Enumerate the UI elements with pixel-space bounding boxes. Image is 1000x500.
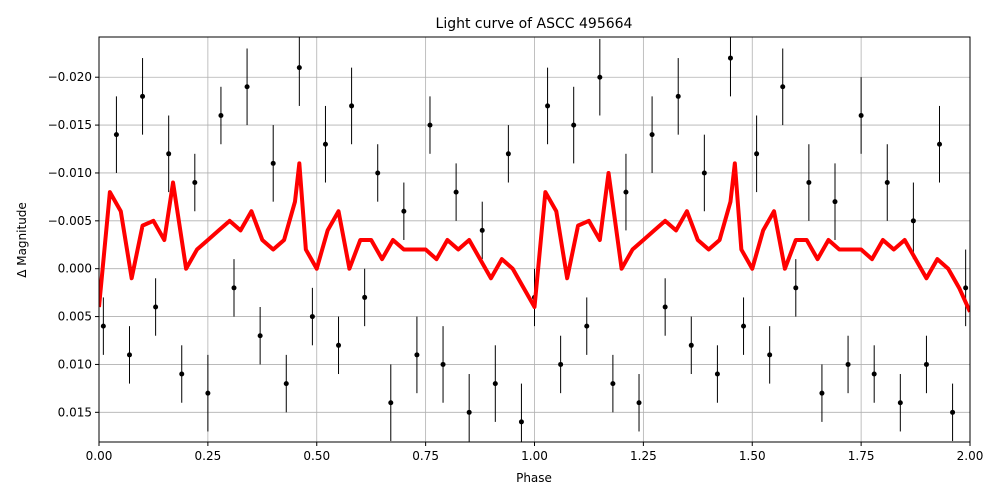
data-point <box>741 323 747 329</box>
data-point <box>571 122 577 128</box>
y-tick-label: −0.010 <box>48 166 92 180</box>
data-point <box>479 227 485 233</box>
data-point <box>153 304 159 310</box>
data-point <box>218 113 224 119</box>
data-point <box>244 84 250 90</box>
data-point <box>362 294 368 300</box>
data-point <box>545 103 551 109</box>
data-point <box>819 390 825 396</box>
data-point <box>649 132 655 138</box>
data-point <box>701 170 707 176</box>
x-tick-label: 2.00 <box>957 449 984 463</box>
y-tick-label: −0.005 <box>48 214 92 228</box>
y-tick-label: 0.015 <box>58 405 92 419</box>
data-point <box>923 361 929 367</box>
x-tick-label: 1.50 <box>739 449 766 463</box>
data-point <box>597 74 603 80</box>
data-point <box>767 352 773 358</box>
data-point <box>806 180 812 186</box>
data-point <box>453 189 459 195</box>
plot-frame <box>98 36 971 443</box>
data-point <box>636 400 642 406</box>
data-point <box>845 361 851 367</box>
data-point <box>963 285 969 291</box>
y-tick-label: −0.015 <box>48 118 92 132</box>
data-point <box>505 151 511 157</box>
x-axis-label: Phase <box>516 471 552 485</box>
data-point <box>270 160 276 166</box>
data-point <box>140 93 146 99</box>
data-point <box>166 151 172 157</box>
y-tick-label: 0.000 <box>58 262 92 276</box>
data-point <box>466 409 472 415</box>
data-point <box>780 84 786 90</box>
plot-area <box>99 37 970 442</box>
chart-title: Light curve of ASCC 495664 <box>436 16 633 32</box>
data-point <box>192 180 198 186</box>
data-point <box>832 199 838 205</box>
data-point <box>322 141 328 147</box>
data-point <box>754 151 760 157</box>
data-point <box>714 371 720 377</box>
data-point <box>858 113 864 119</box>
data-point <box>336 342 342 348</box>
x-tick-label: 1.25 <box>630 449 657 463</box>
data-point <box>610 381 616 387</box>
data-point <box>558 361 564 367</box>
y-tick-label: −0.020 <box>48 70 92 84</box>
data-point <box>309 314 315 320</box>
x-tick-label: 0.75 <box>412 449 439 463</box>
data-point <box>871 371 877 377</box>
data-point <box>662 304 668 310</box>
data-point <box>231 285 237 291</box>
data-point <box>518 419 524 425</box>
data-point <box>675 93 681 99</box>
data-point <box>388 400 394 406</box>
data-point <box>492 381 498 387</box>
y-axis-label: Δ Magnitude <box>15 202 29 278</box>
x-tick-label: 0.50 <box>303 449 330 463</box>
data-point <box>884 180 890 186</box>
x-tick-label: 1.00 <box>521 449 548 463</box>
x-tick-label: 1.75 <box>848 449 875 463</box>
data-point <box>100 323 106 329</box>
data-point <box>688 342 694 348</box>
data-point <box>414 352 420 358</box>
data-point <box>401 208 407 214</box>
data-point <box>727 55 733 61</box>
data-point <box>113 132 119 138</box>
data-point <box>623 189 629 195</box>
data-point <box>349 103 355 109</box>
data-point <box>937 141 943 147</box>
data-point <box>283 381 289 387</box>
x-tick-label: 0.25 <box>195 449 222 463</box>
data-point <box>584 323 590 329</box>
x-tick-label: 0.00 <box>86 449 113 463</box>
data-point <box>205 390 211 396</box>
model-line <box>99 161 970 313</box>
data-point <box>375 170 381 176</box>
data-point <box>910 218 916 224</box>
y-tick-label: 0.005 <box>58 310 92 324</box>
data-point <box>440 361 446 367</box>
data-point <box>950 409 956 415</box>
data-point <box>296 65 302 71</box>
data-point <box>793 285 799 291</box>
data-point <box>126 352 132 358</box>
data-point <box>427 122 433 128</box>
y-tick-label: 0.010 <box>58 357 92 371</box>
data-point <box>179 371 185 377</box>
data-point <box>257 333 263 339</box>
data-point <box>897 400 903 406</box>
